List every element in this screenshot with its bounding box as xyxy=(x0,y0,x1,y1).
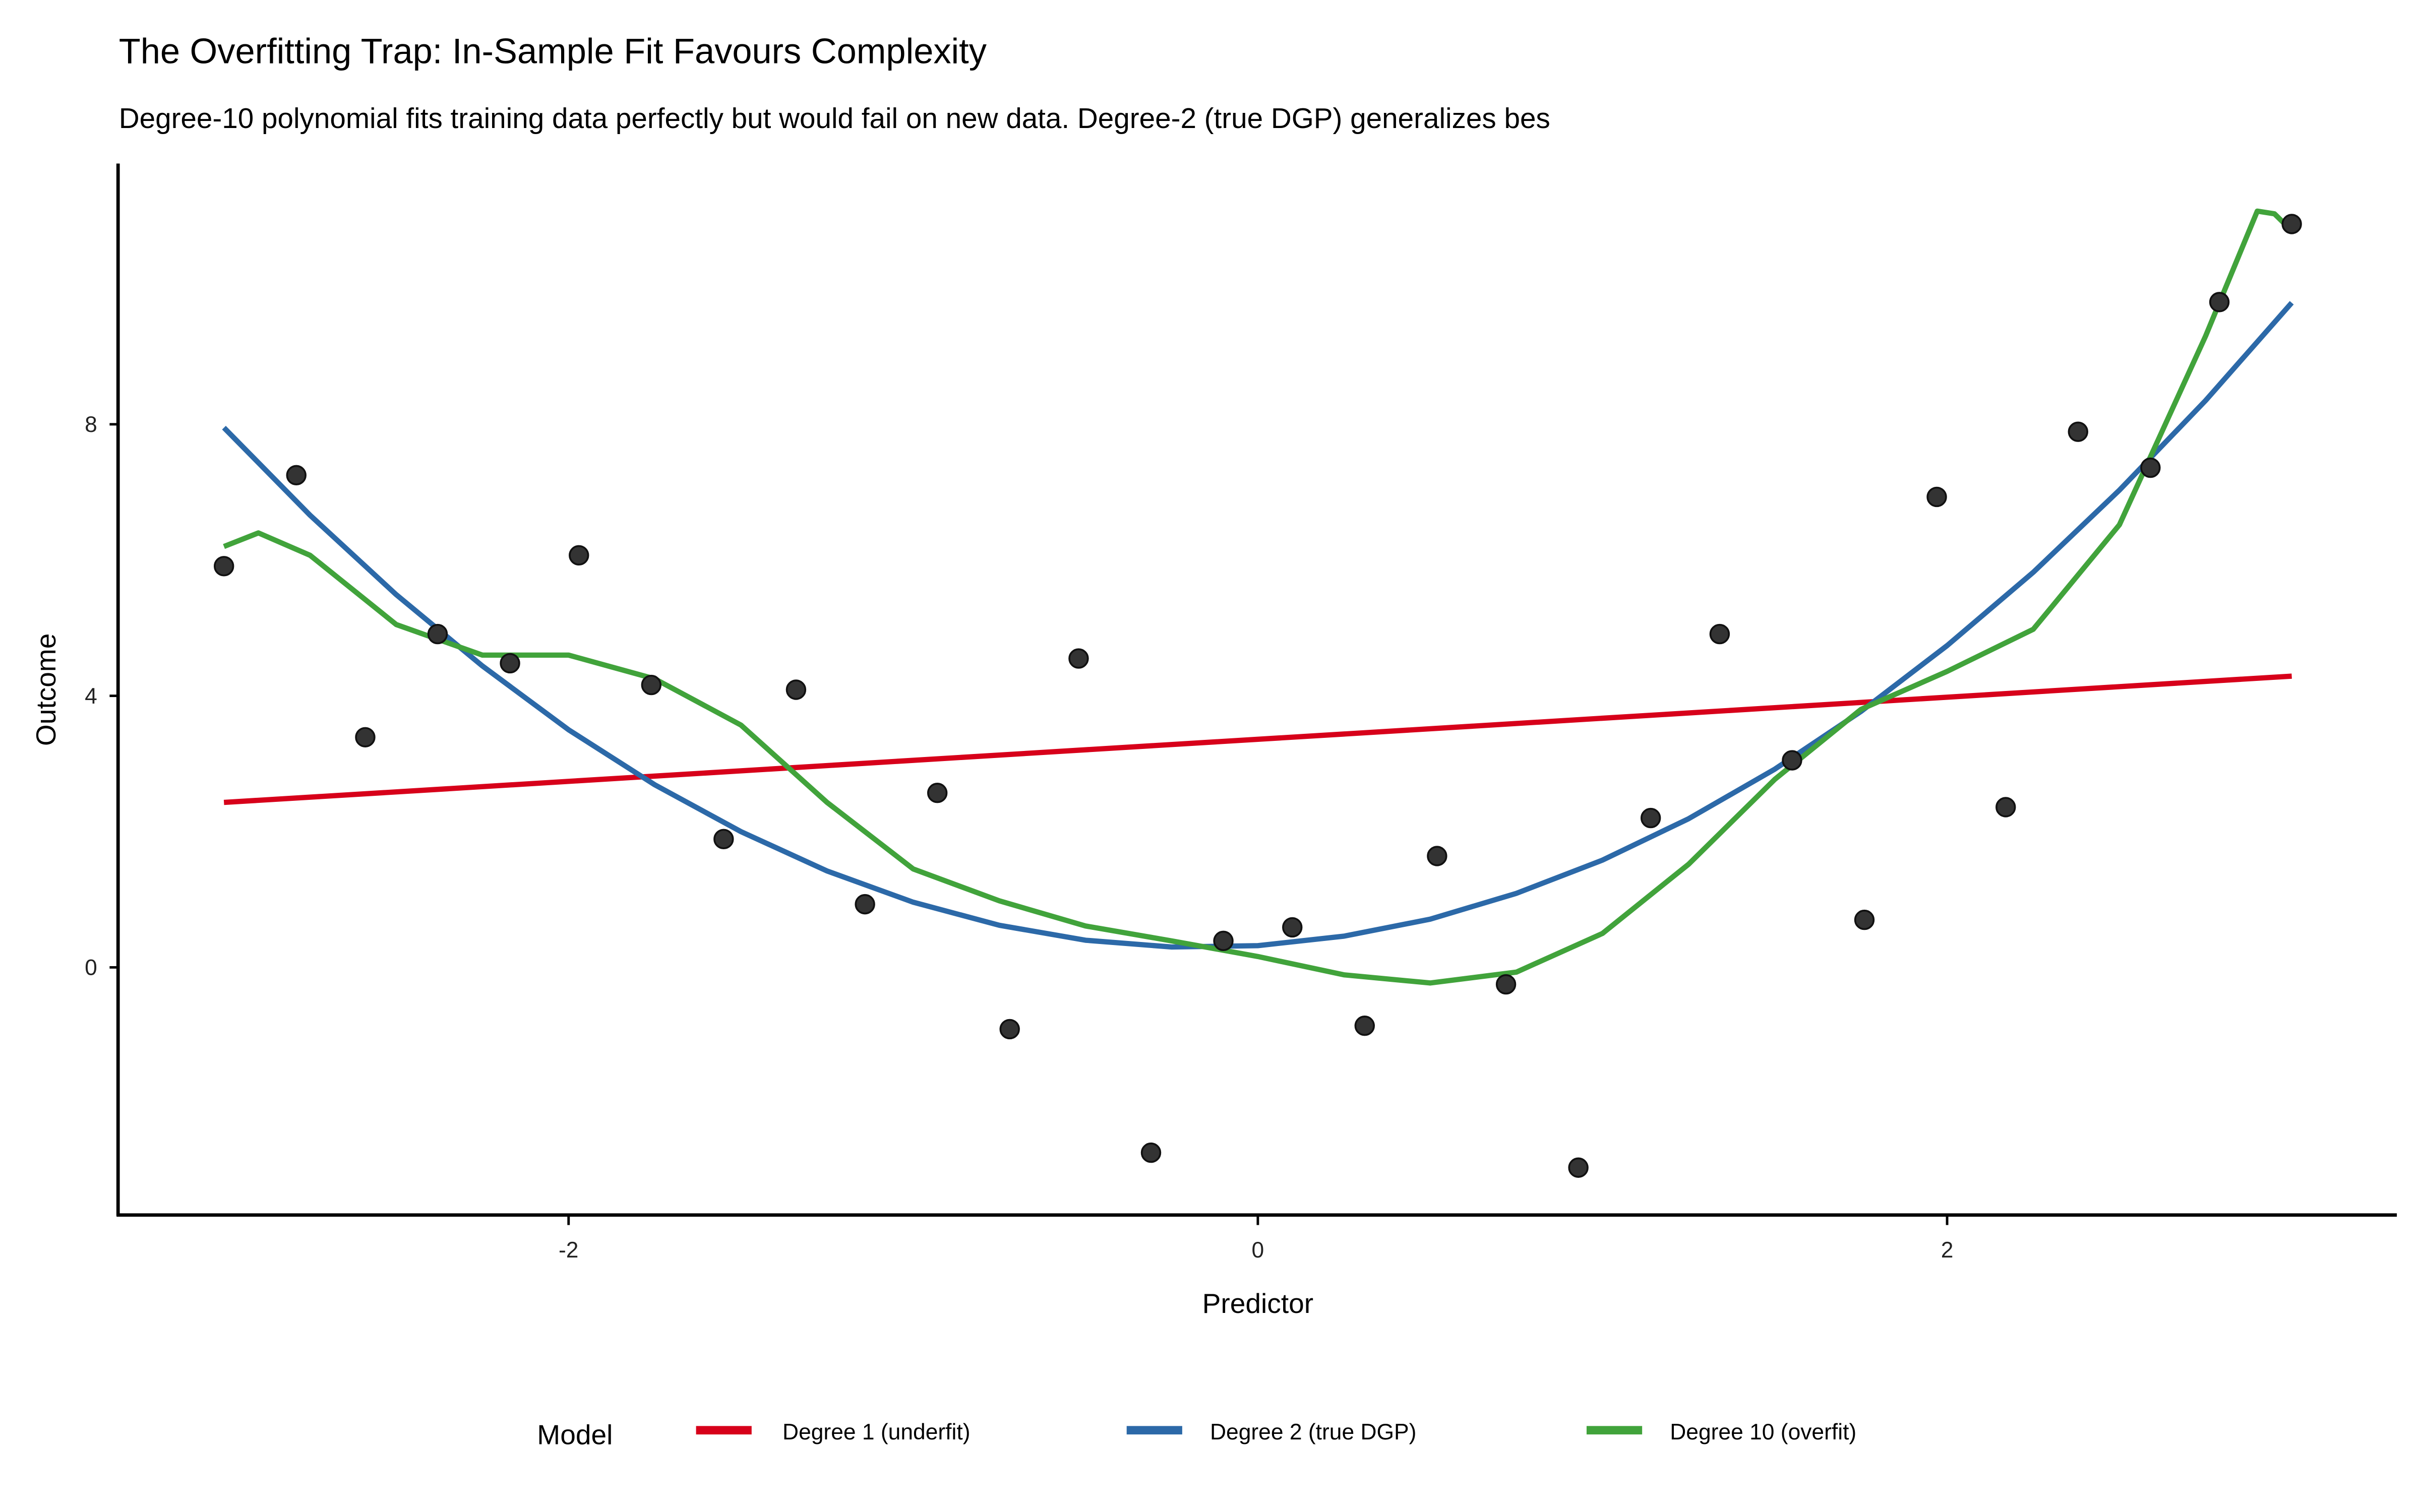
x-axis-title: Predictor xyxy=(1202,1288,1313,1319)
legend: Model Degree 1 (underfit) Degree 2 (true… xyxy=(537,1419,1856,1450)
legend-item-degree-2: Degree 2 (true DGP) xyxy=(1126,1420,1416,1444)
data-point xyxy=(999,1019,1020,1040)
chart-title: The Overfitting Trap: In-Sample Fit Favo… xyxy=(119,31,987,71)
data-point xyxy=(1640,807,1661,829)
data-point xyxy=(1068,648,1089,669)
x-tick-label: -2 xyxy=(559,1238,578,1263)
fit-curves xyxy=(222,208,2294,986)
data-point xyxy=(2140,457,2161,478)
data-point xyxy=(213,556,234,577)
data-point xyxy=(286,465,307,486)
y-axis-ticks: 0 4 8 xyxy=(85,412,117,980)
data-point xyxy=(855,894,875,915)
data-point xyxy=(1709,623,1730,645)
data-point xyxy=(427,623,448,645)
data-point xyxy=(641,674,662,696)
data-point xyxy=(2068,421,2088,442)
data-point xyxy=(785,679,807,700)
y-tick-label: 8 xyxy=(85,412,97,437)
data-point xyxy=(1213,930,1234,952)
legend-item-degree-10: Degree 10 (overfit) xyxy=(1586,1420,1856,1444)
legend-label-degree-1: Degree 1 (underfit) xyxy=(782,1420,970,1444)
data-point xyxy=(569,545,589,566)
data-point xyxy=(2209,292,2230,312)
data-point xyxy=(1495,974,1517,995)
data-point xyxy=(713,829,734,850)
data-point xyxy=(1854,909,1875,930)
data-point xyxy=(1568,1157,1589,1178)
chart-subtitle: Degree-10 polynomial fits training data … xyxy=(119,103,1550,135)
degree-2-curve xyxy=(222,301,2294,950)
y-tick-label: 4 xyxy=(85,684,97,709)
degree-1-line xyxy=(223,673,2292,805)
degree-10-curve xyxy=(223,208,2294,986)
data-point xyxy=(1782,750,1802,771)
legend-title: Model xyxy=(537,1419,613,1450)
data-point xyxy=(927,783,948,803)
data-point xyxy=(1995,797,2016,817)
x-tick-label: 2 xyxy=(1941,1238,1954,1263)
legend-label-degree-2: Degree 2 (true DGP) xyxy=(1210,1420,1416,1444)
legend-item-degree-1: Degree 1 (underfit) xyxy=(696,1420,970,1444)
data-point xyxy=(500,653,520,674)
y-tick-label: 0 xyxy=(85,956,97,980)
data-point xyxy=(1140,1142,1162,1163)
data-points xyxy=(213,214,2302,1178)
plot-area xyxy=(213,208,2302,1178)
data-point xyxy=(355,727,376,747)
data-point xyxy=(1427,846,1447,866)
data-point xyxy=(1926,486,1947,508)
data-point xyxy=(1282,917,1303,938)
x-tick-label: 0 xyxy=(1252,1238,1264,1263)
y-axis-title: Outcome xyxy=(30,634,62,746)
data-point xyxy=(2281,214,2302,234)
data-point xyxy=(1354,1016,1375,1036)
x-axis-ticks: -2 0 2 xyxy=(559,1216,1953,1263)
legend-label-degree-10: Degree 10 (overfit) xyxy=(1670,1420,1856,1444)
